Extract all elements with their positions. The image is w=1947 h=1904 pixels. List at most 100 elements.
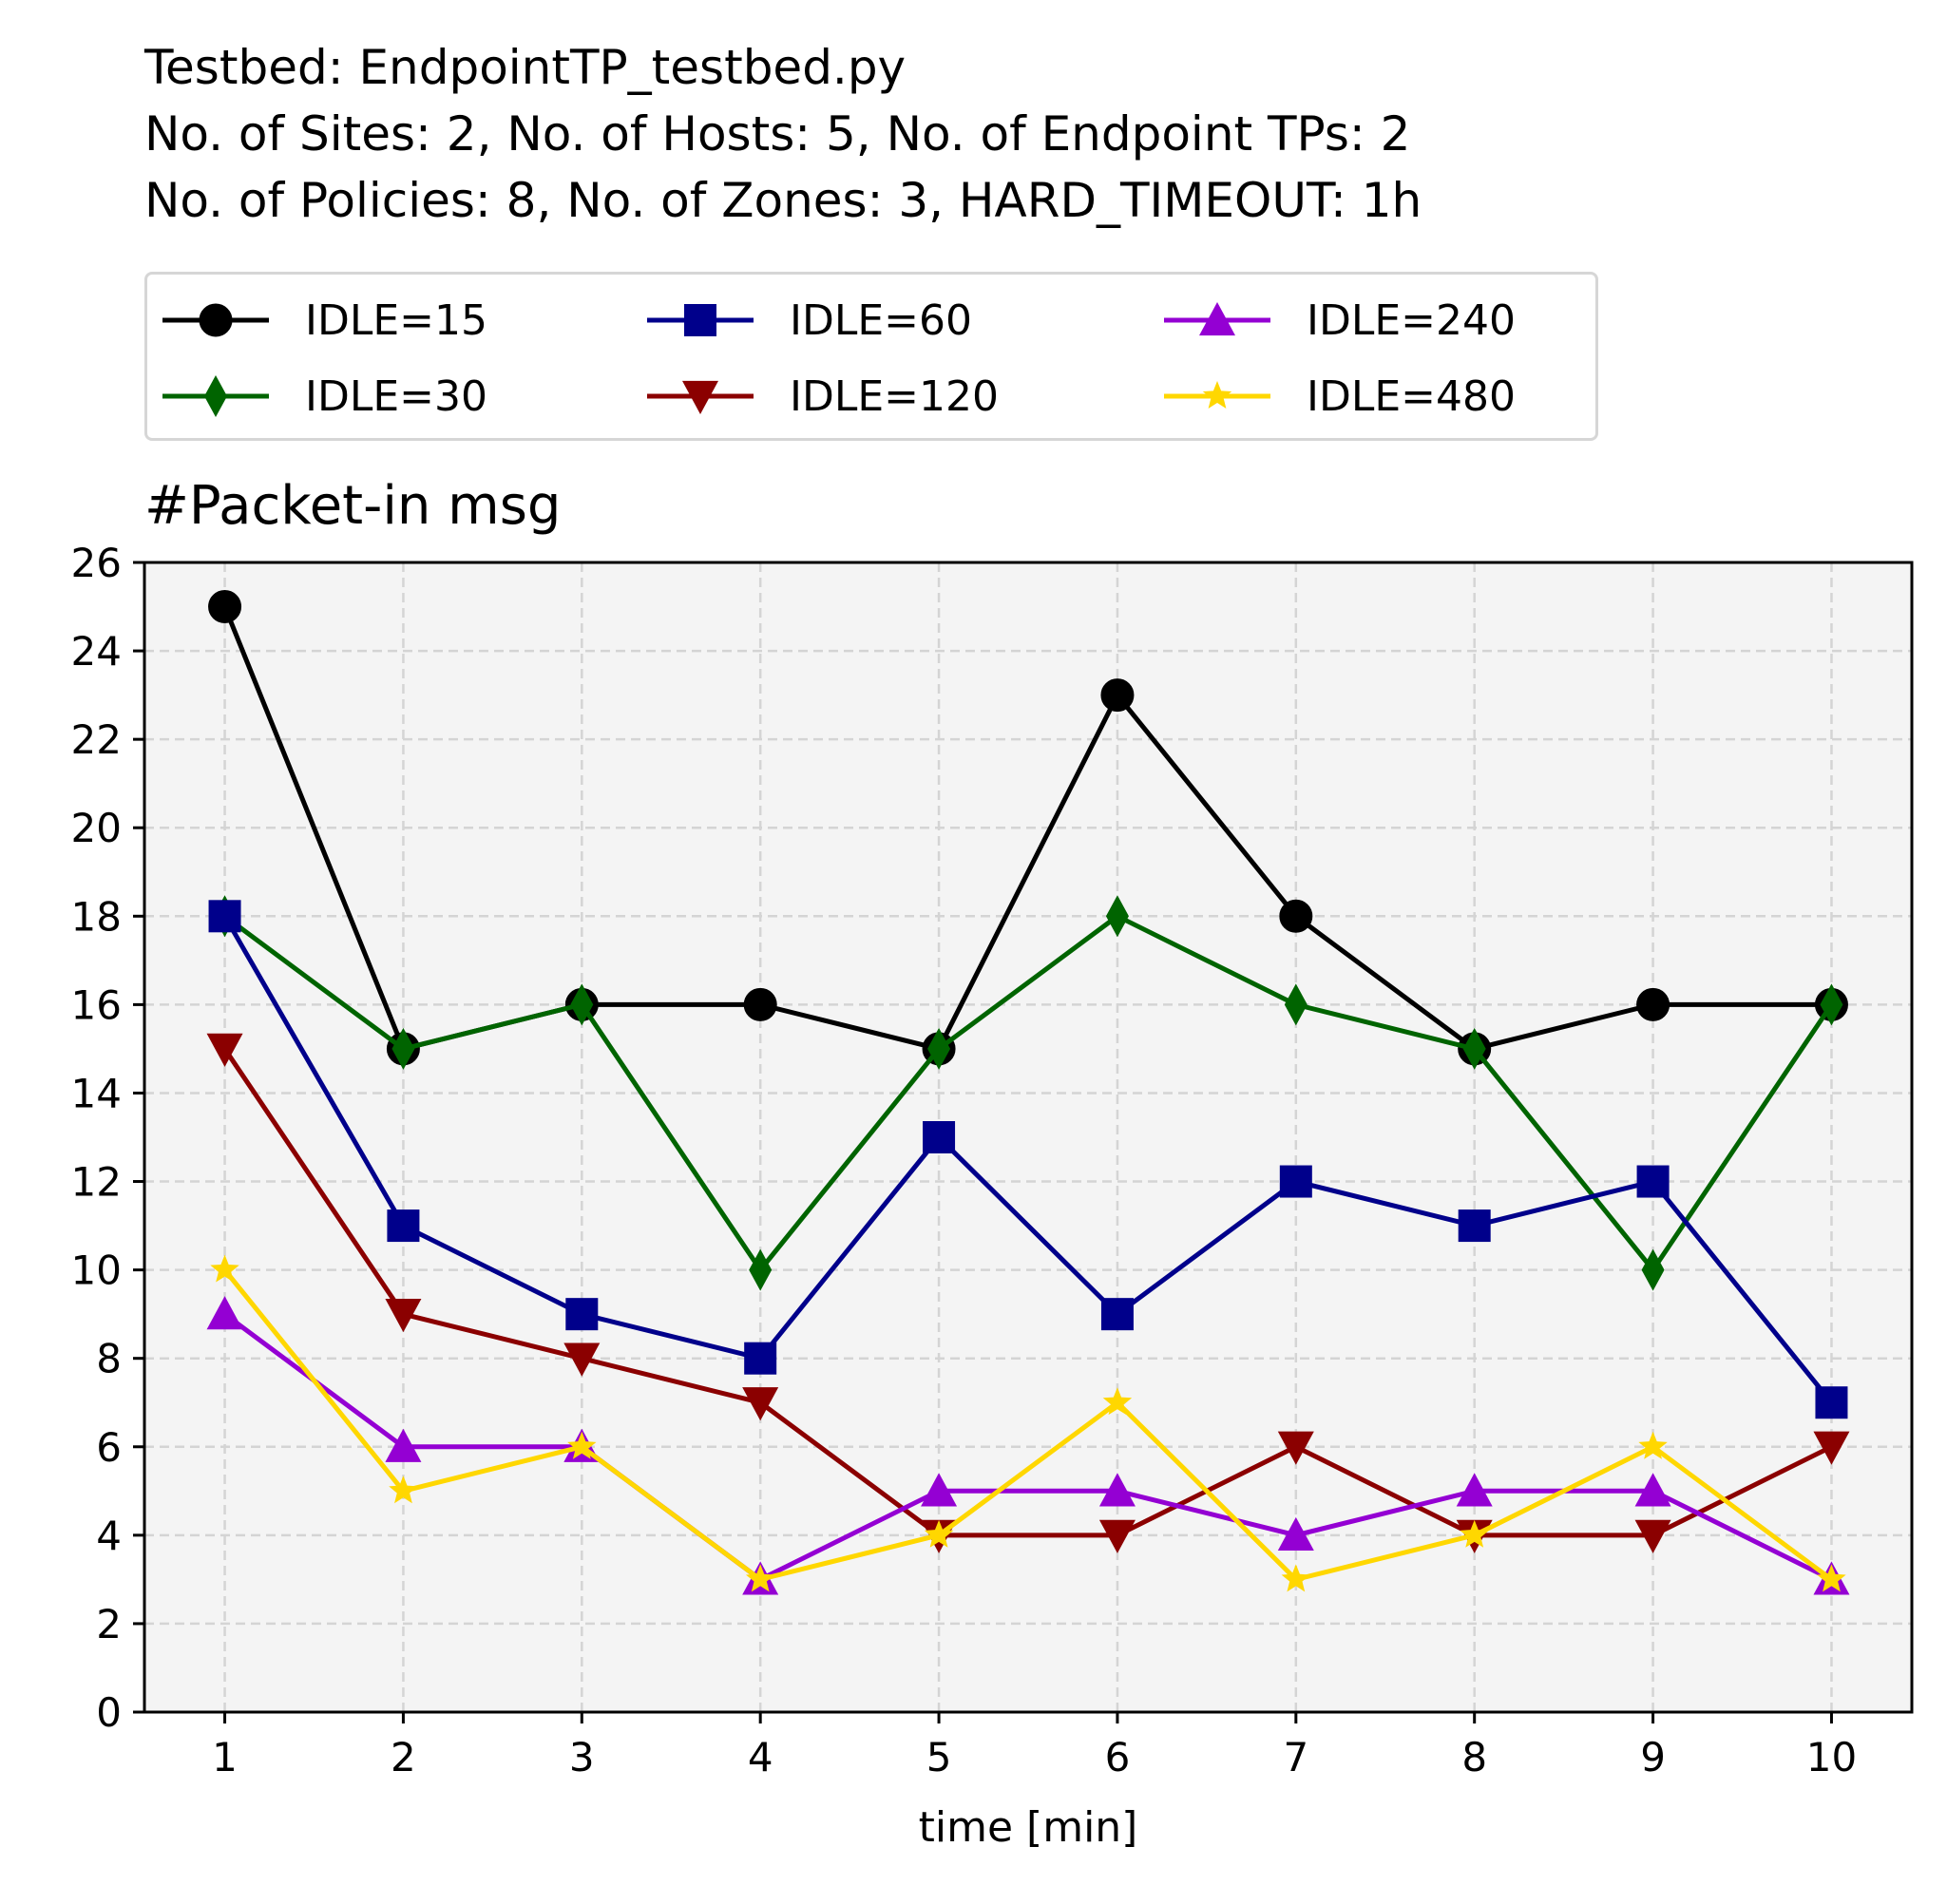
data-point bbox=[385, 1428, 422, 1462]
y-tick-label: 16 bbox=[71, 981, 122, 1028]
x-tick-label: 2 bbox=[391, 1734, 416, 1780]
data-point bbox=[744, 1342, 777, 1375]
legend-item-0: IDLE=15 bbox=[159, 282, 487, 358]
data-point bbox=[1638, 1431, 1668, 1459]
data-point bbox=[1279, 899, 1313, 933]
legend-symbol bbox=[204, 375, 227, 417]
legend-item-4: IDLE=240 bbox=[1160, 282, 1516, 358]
data-point bbox=[208, 590, 242, 624]
legend-marker-4 bbox=[1164, 302, 1270, 336]
data-point bbox=[563, 1342, 601, 1377]
legend-label-1: IDLE=30 bbox=[305, 371, 488, 421]
legend-label-3: IDLE=120 bbox=[790, 371, 1000, 421]
data-point bbox=[1634, 1519, 1671, 1553]
y-tick-label: 22 bbox=[71, 716, 122, 763]
y-tick-label: 26 bbox=[71, 540, 122, 586]
data-point bbox=[1458, 1209, 1491, 1243]
x-tick-label: 9 bbox=[1640, 1734, 1666, 1780]
data-point bbox=[1462, 1027, 1486, 1070]
x-tick-label: 6 bbox=[1105, 1734, 1131, 1780]
figure-title: Testbed: EndpointTP_testbed.py No. of Si… bbox=[144, 34, 1422, 234]
data-point bbox=[1098, 1519, 1136, 1553]
legend-label-4: IDLE=240 bbox=[1307, 295, 1517, 345]
data-point bbox=[743, 987, 777, 1021]
y-tick-label: 10 bbox=[71, 1247, 122, 1294]
y-tick-label: 12 bbox=[71, 1159, 122, 1206]
data-point bbox=[742, 1387, 779, 1421]
plot-area bbox=[144, 562, 1912, 1712]
y-tick-label: 14 bbox=[71, 1070, 122, 1116]
legend-marker-3 bbox=[647, 380, 754, 414]
data-point bbox=[745, 1564, 775, 1592]
data-point bbox=[1279, 1165, 1312, 1198]
y-tick-label: 8 bbox=[96, 1336, 122, 1382]
legend-label-5: IDLE=480 bbox=[1307, 371, 1517, 421]
data-point bbox=[921, 1473, 958, 1507]
plot-frame bbox=[143, 561, 1914, 1714]
y-tick-label: 2 bbox=[96, 1601, 122, 1647]
chart-title: #Packet-in msg bbox=[144, 475, 562, 537]
data-point bbox=[1636, 987, 1670, 1021]
data-point bbox=[1817, 1564, 1846, 1592]
data-point bbox=[924, 1519, 954, 1548]
data-point bbox=[1636, 1165, 1670, 1198]
legend-symbol bbox=[1202, 381, 1232, 409]
grid bbox=[144, 561, 1912, 1714]
legend-label-0: IDLE=15 bbox=[305, 295, 488, 345]
series-5 bbox=[210, 1254, 1846, 1592]
data-point bbox=[1100, 1298, 1134, 1331]
legend-item-5: IDLE=480 bbox=[1160, 358, 1516, 434]
series-line-2 bbox=[222, 915, 1834, 1404]
data-point bbox=[1820, 983, 1843, 1026]
data-point bbox=[385, 1299, 422, 1333]
data-point bbox=[1277, 1431, 1314, 1465]
data-point bbox=[1281, 1564, 1311, 1592]
legend-symbol bbox=[1199, 302, 1235, 336]
x-tick-label: 8 bbox=[1461, 1734, 1487, 1780]
x-axis-label: time [min] bbox=[919, 1803, 1138, 1852]
x-tick-label: 7 bbox=[1283, 1734, 1308, 1780]
data-point bbox=[1813, 1431, 1850, 1465]
legend-symbol bbox=[682, 380, 718, 414]
series-2 bbox=[208, 900, 1848, 1419]
data-point bbox=[1098, 1473, 1136, 1507]
legend-item-3: IDLE=120 bbox=[643, 358, 999, 434]
data-point bbox=[749, 1248, 773, 1291]
legend-symbol bbox=[684, 304, 716, 336]
legend-item-2: IDLE=60 bbox=[643, 282, 972, 358]
data-point bbox=[389, 1476, 418, 1504]
series-line-3 bbox=[222, 1047, 1833, 1538]
legend-marker-0 bbox=[162, 303, 269, 337]
x-tick-label: 4 bbox=[748, 1734, 773, 1780]
data-point bbox=[1815, 1386, 1848, 1419]
series-line-5 bbox=[222, 1268, 1833, 1582]
data-point bbox=[206, 1296, 243, 1330]
data-point bbox=[927, 1027, 951, 1070]
y-tick-label: 20 bbox=[71, 805, 122, 851]
data-point bbox=[1102, 1387, 1133, 1416]
series-3 bbox=[206, 1033, 1850, 1553]
data-point bbox=[567, 1431, 597, 1459]
y-tick-label: 6 bbox=[96, 1424, 122, 1471]
data-point bbox=[1284, 983, 1308, 1026]
data-point bbox=[923, 1121, 956, 1153]
title-line-policies-zones: No. of Policies: 8, No. of Zones: 3, HAR… bbox=[144, 173, 1422, 228]
data-point bbox=[1460, 1519, 1489, 1548]
legend-label-2: IDLE=60 bbox=[790, 295, 973, 345]
legend-marker-5 bbox=[1164, 381, 1270, 409]
x-tick-label: 10 bbox=[1806, 1734, 1857, 1780]
data-point bbox=[206, 1033, 243, 1067]
data-point bbox=[1277, 1516, 1314, 1551]
data-point bbox=[391, 1027, 415, 1070]
title-line-testbed: Testbed: EndpointTP_testbed.py bbox=[144, 40, 907, 95]
data-point bbox=[1456, 1473, 1493, 1507]
y-tick-label: 0 bbox=[96, 1689, 122, 1736]
data-point bbox=[1105, 895, 1129, 938]
x-axis: 1 2 3 4 5 6 7 8 9 10 bbox=[212, 1712, 1857, 1780]
title-line-sites-hosts: No. of Sites: 2, No. of Hosts: 5, No. of… bbox=[144, 106, 1411, 162]
series-line-1 bbox=[223, 913, 1834, 1273]
x-tick-label: 3 bbox=[569, 1734, 595, 1780]
x-tick-label: 5 bbox=[926, 1734, 952, 1780]
